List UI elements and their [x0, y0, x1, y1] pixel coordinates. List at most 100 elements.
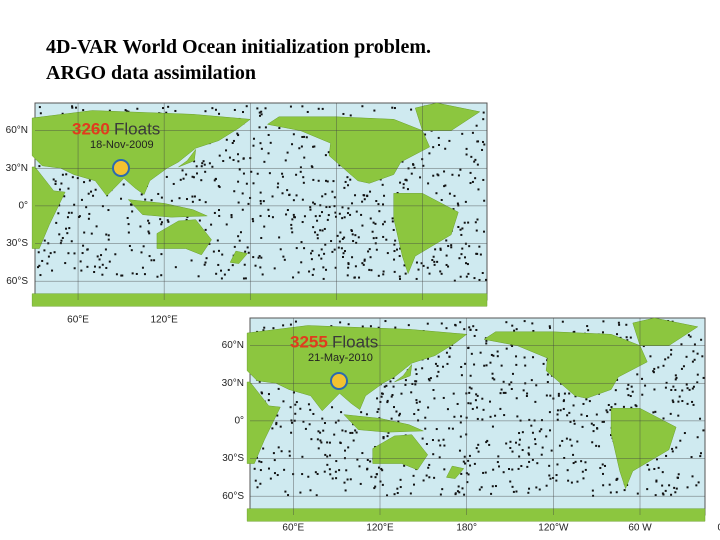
- float-dot: [558, 444, 561, 447]
- float-dot: [276, 474, 279, 477]
- float-dot: [535, 384, 538, 387]
- float-dot: [160, 274, 163, 277]
- float-dot: [354, 265, 357, 268]
- float-dot: [696, 436, 699, 439]
- float-dot: [636, 492, 639, 495]
- float-dot: [480, 486, 483, 489]
- float-dot: [276, 186, 279, 189]
- float-dot: [347, 184, 350, 187]
- float-dot: [358, 465, 361, 468]
- float-dot: [150, 199, 153, 202]
- float-dot: [362, 194, 365, 197]
- float-dot: [447, 265, 450, 268]
- float-dot: [392, 406, 395, 409]
- float-dot: [691, 360, 694, 363]
- float-dot: [496, 355, 499, 358]
- float-dot: [214, 178, 217, 181]
- float-dot: [225, 138, 228, 141]
- float-dot: [670, 353, 673, 356]
- float-dot: [197, 275, 200, 278]
- float-dot: [471, 407, 474, 410]
- float-dot: [264, 107, 267, 110]
- float-dot: [511, 485, 514, 488]
- date: 21-May-2010: [308, 352, 373, 364]
- float-dot: [208, 162, 211, 165]
- float-dot: [343, 236, 346, 239]
- float-dot: [86, 248, 89, 251]
- float-dot: [374, 476, 377, 479]
- float-dot: [115, 273, 118, 276]
- float-dot: [469, 328, 472, 331]
- float-dot: [415, 277, 418, 280]
- float-dot: [93, 271, 96, 274]
- float-dot: [389, 380, 392, 383]
- float-dot: [566, 414, 569, 417]
- float-dot: [665, 381, 668, 384]
- float-dot: [271, 427, 274, 430]
- float-dot: [522, 389, 525, 392]
- float-dot: [581, 425, 584, 428]
- float-dot: [459, 321, 462, 324]
- float-dot: [293, 216, 296, 219]
- float-dot: [363, 198, 366, 201]
- float-dot: [445, 254, 448, 257]
- float-dot: [445, 239, 448, 242]
- float-dot: [191, 195, 194, 198]
- float-dot: [414, 380, 417, 383]
- float-dot: [130, 249, 133, 252]
- float-dot: [673, 486, 676, 489]
- float-dot: [86, 265, 89, 268]
- title-line: 4D-VAR World Ocean initialization proble…: [46, 36, 432, 58]
- float-dot: [214, 108, 217, 111]
- float-dot: [524, 364, 527, 367]
- float-dot: [489, 361, 492, 364]
- float-dot: [264, 126, 267, 129]
- float-dot: [356, 458, 359, 461]
- float-dot: [260, 110, 263, 113]
- float-dot: [479, 253, 482, 256]
- float-dot: [652, 411, 655, 414]
- float-dot: [397, 420, 400, 423]
- float-dot: [399, 181, 402, 184]
- float-dot: [254, 479, 257, 482]
- float-dot: [475, 124, 478, 127]
- float-dot: [417, 419, 420, 422]
- float-dot: [369, 460, 372, 463]
- float-dot: [263, 326, 266, 329]
- float-dot: [259, 266, 262, 269]
- float-dot: [682, 365, 685, 368]
- float-dot: [334, 211, 337, 214]
- float-dot: [320, 248, 323, 251]
- float-dot: [107, 209, 110, 212]
- land: [446, 465, 465, 479]
- float-dot: [253, 467, 256, 470]
- float-dot: [572, 462, 575, 465]
- float-dot: [315, 494, 318, 497]
- float-dot: [404, 383, 407, 386]
- float-dot: [576, 440, 579, 443]
- land: [483, 331, 648, 399]
- float-dot: [292, 473, 295, 476]
- float-dot: [476, 406, 479, 409]
- float-dot: [475, 328, 478, 331]
- float-dot: [538, 488, 541, 491]
- float-dot: [326, 441, 329, 444]
- float-dot: [702, 429, 705, 432]
- float-dot: [162, 107, 165, 110]
- float-dot: [339, 321, 342, 324]
- float-dot: [277, 387, 280, 390]
- float-dot: [457, 485, 460, 488]
- float-dot: [443, 468, 446, 471]
- float-dot: [678, 395, 681, 398]
- float-dot: [469, 402, 472, 405]
- float-dot: [299, 170, 302, 173]
- float-dot: [521, 449, 524, 452]
- float-dot: [301, 105, 304, 108]
- float-dot: [38, 106, 41, 109]
- float-dot: [454, 492, 457, 495]
- float-dot: [277, 182, 280, 185]
- float-dot: [505, 442, 508, 445]
- float-dot: [629, 395, 632, 398]
- float-dot: [213, 179, 216, 182]
